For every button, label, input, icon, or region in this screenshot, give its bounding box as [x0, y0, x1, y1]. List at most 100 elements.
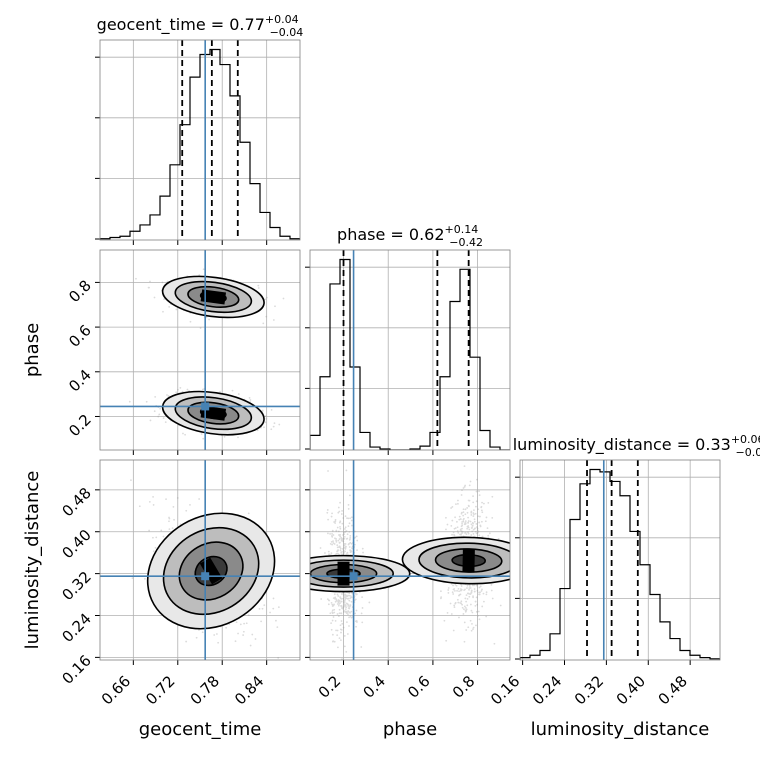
sample-point	[348, 616, 350, 619]
sample-point	[345, 602, 348, 605]
sample-point	[452, 593, 455, 595]
sample-point	[337, 646, 339, 649]
sample-point	[467, 522, 469, 524]
sample-point	[477, 508, 480, 511]
sample-point	[185, 640, 188, 643]
sample-point	[336, 550, 338, 553]
sample-point	[247, 512, 250, 515]
histogram-luminosity_distance	[520, 468, 720, 660]
sample-point	[346, 594, 349, 597]
sample-point	[477, 610, 480, 613]
sample-point	[162, 310, 164, 313]
sample-point	[273, 422, 276, 425]
sample-point	[471, 521, 474, 524]
sample-point	[497, 537, 500, 540]
sample-point	[466, 527, 469, 530]
sample-point	[163, 298, 165, 301]
sample-point	[464, 513, 467, 516]
sample-point	[176, 388, 179, 391]
sample-point	[349, 551, 352, 553]
sample-point	[343, 601, 346, 604]
sample-point	[263, 604, 266, 607]
sample-point	[175, 391, 178, 394]
sample-point	[335, 529, 338, 532]
panel-frame	[309, 459, 511, 661]
sample-point	[468, 588, 470, 591]
sample-point	[355, 593, 358, 596]
sample-point	[462, 487, 465, 489]
sample-point	[491, 597, 494, 600]
sample-point	[152, 536, 154, 539]
sample-point	[338, 521, 341, 524]
sample-point	[342, 593, 345, 596]
sample-point	[319, 547, 322, 549]
sample-point	[198, 498, 201, 500]
sample-point	[336, 544, 339, 547]
sample-point	[225, 626, 228, 629]
sample-point	[181, 390, 184, 393]
sample-point	[460, 585, 463, 587]
sample-point	[452, 588, 455, 591]
sample-point	[341, 593, 343, 595]
x-tick-label: 0.48	[655, 672, 691, 708]
sample-point	[478, 515, 481, 518]
sample-point	[331, 535, 333, 537]
sample-point	[456, 598, 459, 601]
sample-point	[466, 587, 468, 589]
sample-point	[468, 587, 471, 589]
x-tick-label: 0.16	[487, 672, 523, 708]
sample-point	[469, 587, 472, 589]
sample-point	[473, 520, 476, 523]
sample-point	[478, 494, 481, 496]
sample-point	[473, 527, 476, 530]
sample-point	[327, 470, 329, 472]
sample-point	[147, 286, 150, 289]
sample-point	[345, 612, 348, 615]
sample-point	[453, 527, 456, 530]
sample-point	[338, 546, 341, 548]
sample-point	[459, 533, 461, 536]
sample-point	[135, 277, 137, 280]
sample-point	[459, 529, 462, 532]
sample-point	[471, 623, 473, 625]
contour-line	[187, 285, 240, 308]
sample-point	[472, 515, 475, 518]
sample-point	[329, 533, 331, 535]
sample-point	[145, 400, 148, 403]
sample-point	[343, 533, 346, 536]
sample-point	[347, 594, 349, 597]
sample-point	[461, 521, 463, 523]
sample-point	[330, 628, 333, 631]
sample-point	[459, 518, 462, 520]
sample-point	[265, 296, 268, 299]
sample-point	[344, 597, 347, 600]
sample-point	[347, 607, 350, 610]
sample-point	[258, 607, 261, 610]
sample-point	[331, 609, 334, 612]
sample-point	[467, 499, 470, 502]
sample-point	[343, 604, 346, 607]
sample-point	[339, 535, 342, 538]
sample-point	[469, 603, 472, 606]
sample-point	[339, 501, 341, 504]
sample-point	[468, 505, 470, 508]
sample-point	[473, 588, 476, 590]
sample-point	[341, 539, 344, 541]
sample-point	[245, 622, 248, 625]
sample-point	[182, 432, 184, 435]
sample-point	[344, 599, 346, 601]
sample-point	[341, 622, 344, 625]
sample-point	[467, 526, 470, 529]
sample-point	[334, 522, 337, 524]
sample-point	[340, 600, 343, 603]
sample-point	[345, 545, 347, 548]
sample-point	[478, 618, 481, 621]
sample-point	[338, 600, 341, 602]
panel-frame	[309, 249, 511, 451]
sample-point	[468, 484, 471, 487]
x-tick-label: 0.32	[571, 672, 607, 708]
sample-point	[339, 546, 341, 549]
sample-point	[345, 597, 347, 600]
sample-point	[348, 546, 351, 548]
sample-point	[475, 532, 478, 535]
